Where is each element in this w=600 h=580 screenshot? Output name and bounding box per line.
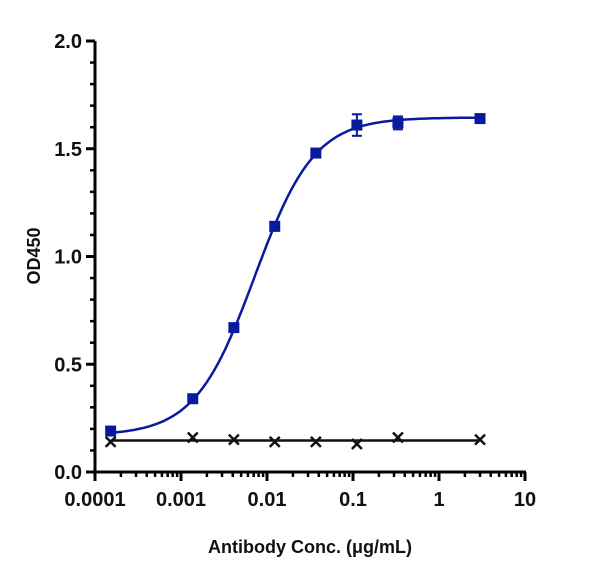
axes: 0.0 0.5 1.0 1.5 2.0 0.0001 0.001 0.01 0.1 1 10 — [54, 31, 536, 511]
control-data-point — [474, 433, 486, 446]
y-tick-label: 1.5 — [54, 139, 82, 161]
control-data-point — [186, 431, 199, 444]
x-tick-label: 0.001 — [156, 489, 206, 511]
control-data-point — [268, 435, 281, 448]
antibody-data-point — [105, 425, 117, 437]
control-data-point — [309, 435, 322, 448]
y-axis-title: OD450 — [24, 227, 44, 284]
y-tick-label: 1.0 — [54, 247, 82, 269]
x-tick-label: 1 — [433, 489, 444, 511]
x-tick-label: 0.0001 — [64, 489, 125, 511]
control-data-point — [392, 431, 404, 444]
antibody-data-point — [228, 322, 240, 334]
y-tick-label: 2.0 — [54, 31, 82, 53]
control-data-point — [227, 433, 240, 446]
x-tick-label: 10 — [514, 489, 536, 511]
antibody-data-point — [187, 393, 199, 405]
antibody-fit-curve — [110, 116, 480, 435]
control-data-point — [104, 435, 117, 448]
plot-area — [104, 113, 486, 450]
antibody-data-point — [474, 113, 486, 125]
control-data-point — [351, 438, 363, 450]
y-tick-label: 0.5 — [54, 354, 82, 376]
antibody-data-point — [269, 220, 281, 232]
x-axis-title: Antibody Conc. (μg/mL) — [208, 537, 412, 557]
antibody-data-point — [310, 147, 322, 159]
x-tick-label: 0.1 — [339, 489, 367, 511]
y-tick-label: 0.0 — [54, 462, 82, 484]
antibody-data-point — [351, 113, 363, 137]
antibody-data-point — [392, 115, 404, 131]
x-tick-label: 0.01 — [248, 489, 287, 511]
